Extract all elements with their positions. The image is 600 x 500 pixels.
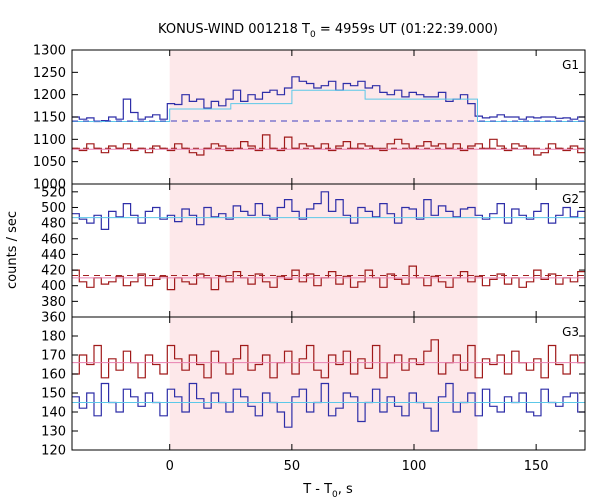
- panel-label: G2: [562, 192, 579, 206]
- y-axis-label: counts / sec: [5, 211, 20, 289]
- y-tick-label: 1200: [33, 88, 66, 103]
- y-tick-label: 130: [41, 425, 66, 440]
- y-tick-label: 1150: [33, 111, 66, 126]
- x-axis-label-subscript: 0: [332, 490, 338, 500]
- x-axis-label-rest: , s: [338, 482, 353, 497]
- y-tick-label: 500: [41, 201, 66, 216]
- y-tick-label: 400: [41, 279, 66, 294]
- y-tick-label: 520: [41, 185, 66, 200]
- y-tick-label: 160: [41, 368, 66, 383]
- blue-series: [72, 382, 585, 432]
- panel-label: G3: [562, 325, 579, 339]
- y-tick-label: 440: [41, 248, 66, 263]
- y-tick-label: 1300: [33, 44, 66, 59]
- x-tick-labels: 0 50 100 150: [166, 459, 549, 474]
- panel-frame: [71, 316, 586, 451]
- y-tick-label: 460: [41, 232, 66, 247]
- highlight-interval: [169, 184, 478, 317]
- blue-series: [72, 76, 585, 123]
- panel-g3: 120 130 140 150 160 170 180 G3: [41, 316, 586, 459]
- y-tick-label: 1000: [33, 178, 66, 193]
- y-tick-label: 480: [41, 217, 66, 232]
- panel-g1: 1000 1050 1100 1150 1200 1250 1300 G1: [33, 44, 586, 193]
- x-tick-label: 150: [524, 459, 549, 474]
- x-tick-label: 0: [166, 459, 174, 474]
- y-tick-label: 1050: [33, 155, 66, 170]
- panels: 1000105011001150120012501300G13603804004…: [33, 44, 586, 459]
- y-tick-label: 360: [41, 311, 66, 326]
- y-tick-label: 380: [41, 295, 66, 310]
- x-tick-label: 50: [284, 459, 301, 474]
- panel-label: G1: [562, 58, 579, 72]
- y-tick-label: 140: [41, 406, 66, 421]
- highlight-interval: [169, 50, 478, 184]
- red-series: [72, 134, 585, 156]
- y-tick-label: 1100: [33, 133, 66, 148]
- y-tick-label: 180: [41, 330, 66, 345]
- y-tick-label: 170: [41, 349, 66, 364]
- red-series: [72, 339, 585, 379]
- x-axis-label: T - T0, s: [302, 482, 353, 500]
- y-tick-label: 1250: [33, 66, 66, 81]
- x-tick-label: 100: [402, 459, 427, 474]
- blue-series: [72, 191, 585, 230]
- red-series: [72, 265, 585, 291]
- chart-title-subscript: 0: [310, 30, 316, 40]
- chart-title: KONUS-WIND 001218 T0 = 4959s UT (01:22:3…: [158, 22, 498, 40]
- chart-title-rest: = 4959s UT (01:22:39.000): [316, 22, 498, 37]
- y-tick-label: 420: [41, 264, 66, 279]
- cyan-fit-line: [72, 89, 585, 122]
- y-tick-label: 120: [41, 444, 66, 459]
- y-tick-label: 150: [41, 387, 66, 402]
